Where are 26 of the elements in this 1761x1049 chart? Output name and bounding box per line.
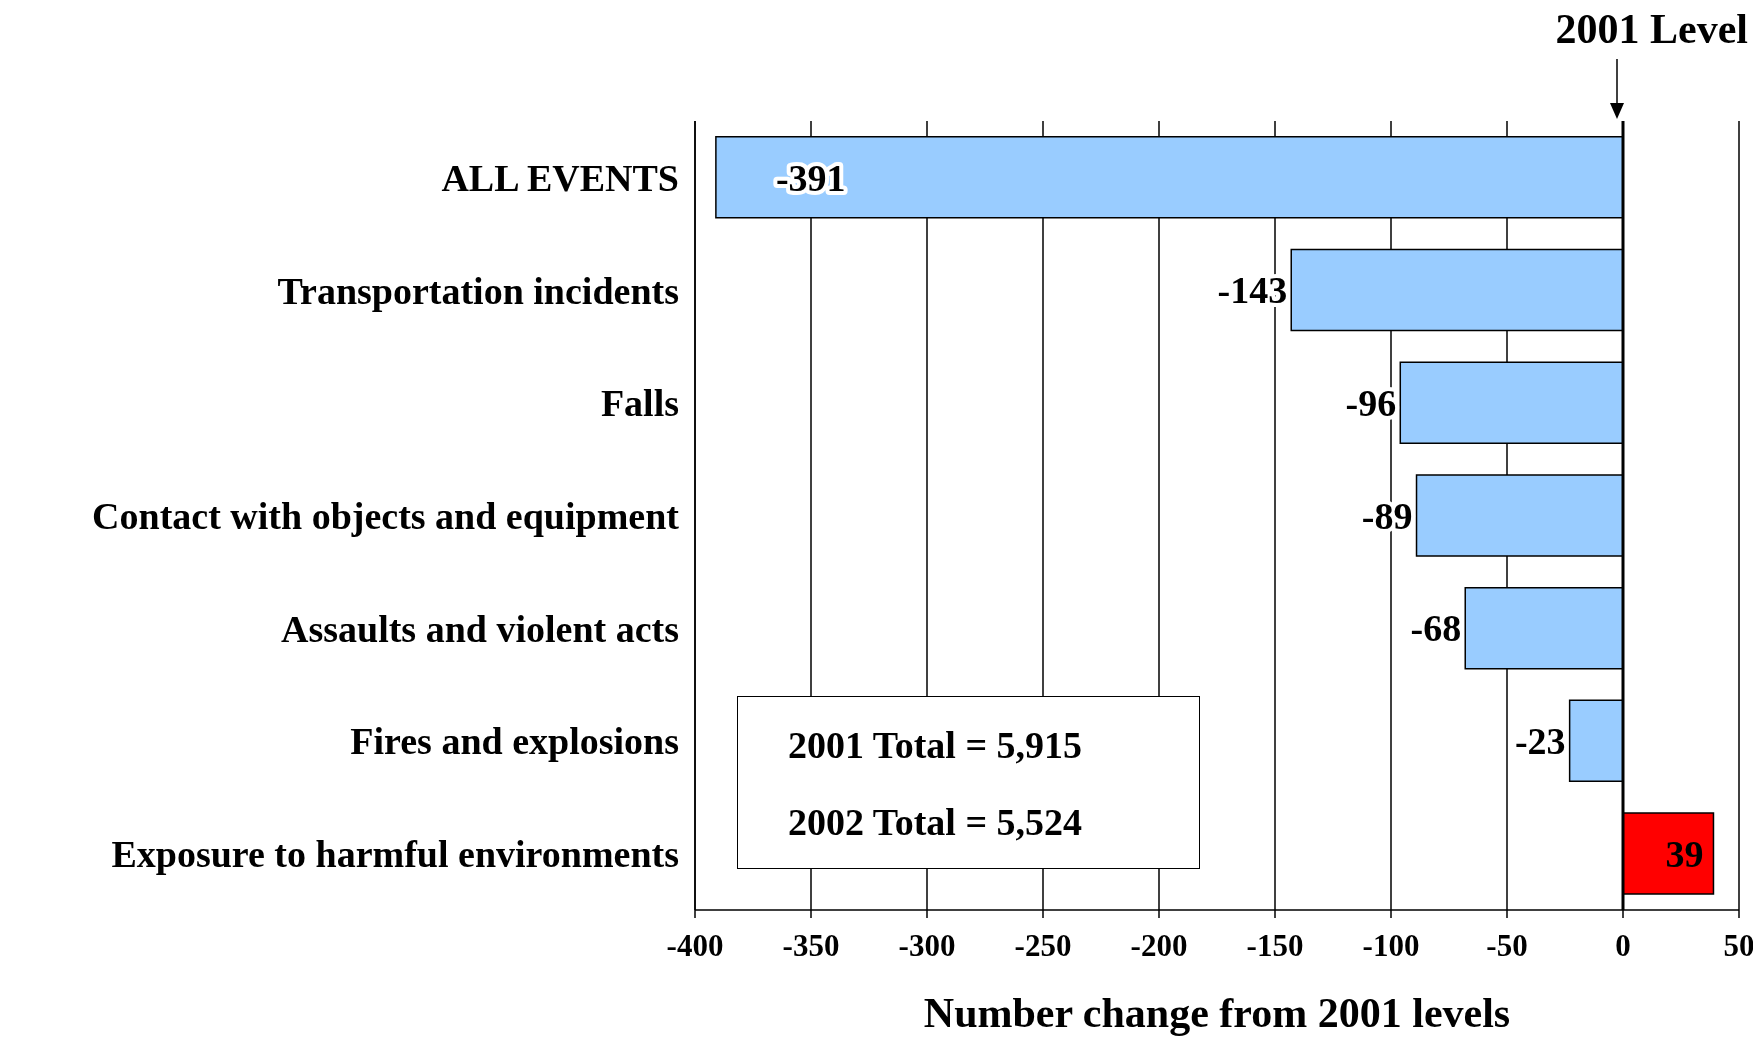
x-tick-label: 0 bbox=[1615, 928, 1631, 964]
x-tick-label: -300 bbox=[898, 928, 956, 964]
y-tick-label: Assaults and violent acts bbox=[281, 607, 679, 650]
y-tick-label: Exposure to harmful environments bbox=[111, 833, 679, 876]
data-label: -23 bbox=[1514, 720, 1566, 763]
x-tick-label: -50 bbox=[1486, 928, 1528, 964]
x-tick-label: -150 bbox=[1246, 928, 1304, 964]
text-box: 2001 Total = 5,915 2002 Total = 5,524 bbox=[737, 696, 1200, 869]
y-tick-label: Fires and explosions bbox=[350, 720, 679, 763]
x-tick-label: -100 bbox=[1362, 928, 1420, 964]
y-tick-label: Contact with objects and equipment bbox=[92, 494, 680, 537]
x-tick-label: -200 bbox=[1130, 928, 1188, 964]
x-axis-title: Number change from 2001 levels bbox=[923, 990, 1511, 1036]
y-tick-label: Transportation incidents bbox=[277, 269, 679, 312]
x-tick-label: -400 bbox=[666, 928, 724, 964]
data-label: -391 bbox=[775, 156, 846, 199]
y-tick-label: Falls bbox=[600, 382, 679, 425]
data-label: -68 bbox=[1410, 607, 1462, 650]
annotation: 2002 Total = 5,524 bbox=[788, 800, 1084, 845]
x-tick-label: -250 bbox=[1014, 928, 1072, 964]
ref-line-label: 2001 Level bbox=[1555, 6, 1748, 52]
y-tick-label: ALL EVENTS bbox=[441, 156, 679, 199]
x-tick-label: 50 bbox=[1723, 928, 1755, 964]
data-label: 39 bbox=[1665, 832, 1704, 875]
annotation: 2001 Total = 5,915 bbox=[788, 723, 1084, 768]
x-tick-label: -350 bbox=[782, 928, 840, 964]
